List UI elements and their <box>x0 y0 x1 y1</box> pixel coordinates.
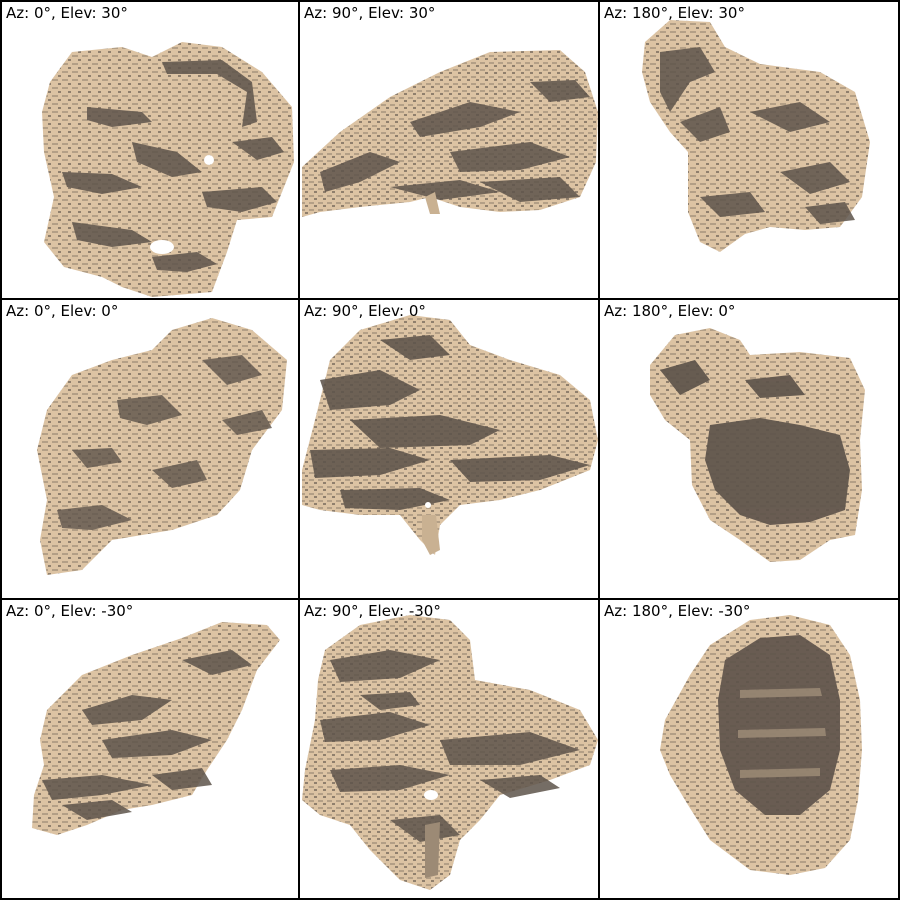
view-label: Az: 180°, Elev: 0° <box>604 302 736 320</box>
voxel-render <box>642 20 870 252</box>
view-label: Az: 180°, Elev: 30° <box>604 4 745 22</box>
view-panel: Az: 180°, Elev: -30° <box>600 600 900 900</box>
view-panel: Az: 90°, Elev: 30° <box>300 0 600 300</box>
voxel-render <box>42 42 294 297</box>
voxel-render <box>302 315 598 555</box>
voxel-render <box>302 615 598 890</box>
view-label: Az: 0°, Elev: -30° <box>6 602 134 620</box>
view-label: Az: 0°, Elev: 30° <box>6 4 128 22</box>
voxel-render <box>302 50 598 217</box>
voxel-render <box>650 328 865 562</box>
view-panel: Az: 180°, Elev: 0° <box>600 300 900 600</box>
view-panel: Az: 0°, Elev: 30° <box>0 0 300 300</box>
view-panel: Az: 90°, Elev: -30° <box>300 600 600 900</box>
voxel-render <box>37 318 287 575</box>
voxel-render <box>660 615 862 875</box>
view-panel: Az: 0°, Elev: 0° <box>0 300 300 600</box>
voxel-render <box>32 622 280 835</box>
view-label: Az: 180°, Elev: -30° <box>604 602 751 620</box>
view-label: Az: 90°, Elev: 0° <box>304 302 426 320</box>
view-panel: Az: 180°, Elev: 30° <box>600 0 900 300</box>
view-panel: Az: 90°, Elev: 0° <box>300 300 600 600</box>
view-label: Az: 90°, Elev: -30° <box>304 602 441 620</box>
view-label: Az: 0°, Elev: 0° <box>6 302 119 320</box>
view-label: Az: 90°, Elev: 30° <box>304 4 436 22</box>
view-panel: Az: 0°, Elev: -30° <box>0 600 300 900</box>
